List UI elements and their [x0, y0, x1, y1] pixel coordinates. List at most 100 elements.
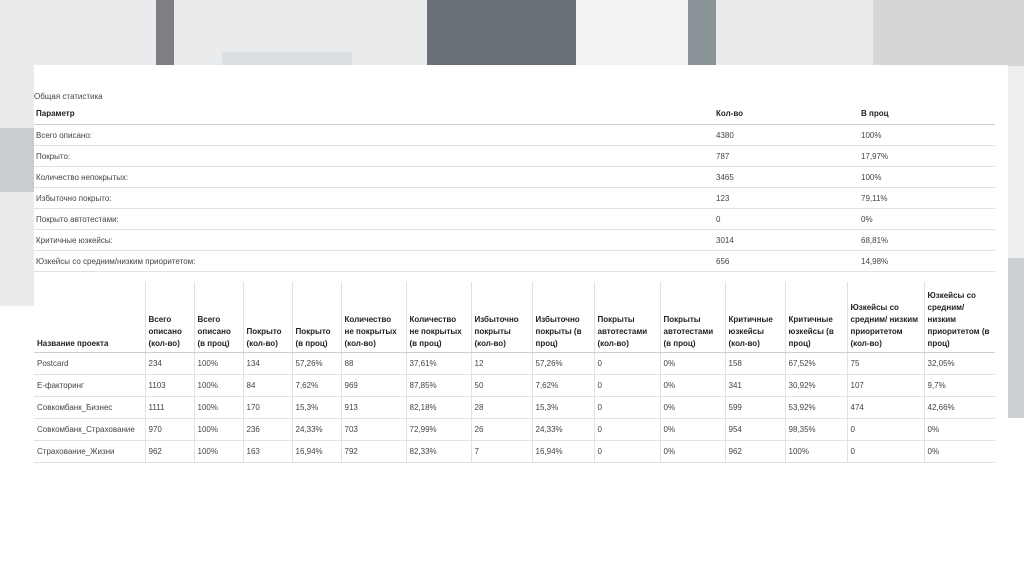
summary-stats-table: Параметр Кол-во В проц Всего описано: 438…	[34, 103, 995, 272]
table-cell: 82,33%	[405, 440, 471, 463]
table-cell: 100%	[859, 124, 995, 146]
table-cell: 3465	[714, 166, 859, 188]
table-row: Совкомбанк_Бизнес 1111 100% 170 15,3% 913 82,1…	[34, 396, 995, 419]
table-cell: 0%	[659, 396, 725, 419]
table-cell: 7,62%	[291, 374, 341, 397]
table-cell: 100%	[784, 440, 847, 463]
table-cell: 913	[340, 396, 406, 419]
report-sheet: Общая статистика Параметр Кол-во В проц …	[34, 65, 1008, 480]
background-block	[427, 0, 576, 66]
table-row: Покрыто автотестами: 0 0%	[34, 208, 995, 230]
table-cell: 79,11%	[859, 187, 995, 209]
table-cell: 57,26%	[291, 352, 341, 375]
table-cell: 82,18%	[405, 396, 471, 419]
table-cell: 53,92%	[784, 396, 847, 419]
column-header: Критичные юзкейсы (в проц)	[784, 282, 847, 353]
table-cell: 962	[144, 440, 194, 463]
table-cell: Избыточно покрыто:	[34, 187, 714, 209]
table-cell: 0%	[923, 418, 995, 441]
table-cell: 1103	[144, 374, 194, 397]
table-cell: Покрыто автотестами:	[34, 208, 714, 230]
table-cell: 0	[593, 418, 660, 441]
column-header: Всего описано (кол-во)	[144, 282, 194, 353]
table-cell: 16,94%	[531, 440, 594, 463]
table-cell: 599	[724, 396, 785, 419]
table-cell: 134	[242, 352, 292, 375]
table-cell: 87,85%	[405, 374, 471, 397]
table-cell: 67,52%	[784, 352, 847, 375]
table-cell: 72,99%	[405, 418, 471, 441]
table-cell: 100%	[193, 418, 243, 441]
background-block	[688, 0, 716, 66]
column-header: Параметр	[34, 103, 714, 125]
background-block	[156, 0, 174, 66]
table-cell: 88	[340, 352, 406, 375]
table-cell: 0	[593, 352, 660, 375]
background-block	[1008, 258, 1024, 418]
table-cell: 0	[593, 374, 660, 397]
table-row: Postcard 234 100% 134 57,26% 88 37,61% 12 57,26%…	[34, 352, 995, 375]
table-cell: 962	[724, 440, 785, 463]
table-cell: Всего описано:	[34, 124, 714, 146]
table-cell: 954	[724, 418, 785, 441]
background-block	[0, 128, 34, 192]
column-header: Юзкейсы со средним/ низким приоритетом (…	[846, 282, 924, 353]
table-cell: 0%	[659, 418, 725, 441]
table-cell: 15,3%	[291, 396, 341, 419]
table-cell: 98,35%	[784, 418, 847, 441]
table-row: E-факторинг 1103 100% 84 7,62% 969 87,85% 50 7,6…	[34, 374, 995, 397]
table-cell: Postcard	[34, 352, 145, 375]
table-cell: 703	[340, 418, 406, 441]
table-cell: 123	[714, 187, 859, 209]
table-cell: 0	[846, 440, 924, 463]
table-cell: 14,98%	[859, 250, 995, 272]
column-header: Покрыты автотестами (кол-во)	[593, 282, 660, 353]
table-cell: 0%	[923, 440, 995, 463]
table-cell: 7	[470, 440, 532, 463]
table-cell: Юзкейсы со средним/низким приоритетом:	[34, 250, 714, 272]
table-cell: 107	[846, 374, 924, 397]
table-cell: 26	[470, 418, 532, 441]
column-header: Количество не покрытых (кол-во)	[340, 282, 406, 353]
table-row: Совкомбанк_Страхование 970 100% 236 24,33% 70…	[34, 418, 995, 441]
table-cell: 17,97%	[859, 145, 995, 167]
table-cell: 16,94%	[291, 440, 341, 463]
projects-table: Название проекта Всего описано (кол-во) Вс…	[34, 282, 995, 463]
table-row: Критичные юзкейсы: 3014 68,81%	[34, 229, 995, 251]
column-header: Всего описано (в проц)	[193, 282, 243, 353]
table-cell: 100%	[193, 374, 243, 397]
table-cell: 24,33%	[291, 418, 341, 441]
column-header: Покрыто (кол-во)	[242, 282, 292, 353]
table-cell: 656	[714, 250, 859, 272]
column-header: Избыточно покрыты (кол-во)	[470, 282, 532, 353]
table-cell: 0%	[859, 208, 995, 230]
table-cell: 4380	[714, 124, 859, 146]
table-cell: 341	[724, 374, 785, 397]
table-caption: Общая статистика	[34, 92, 103, 101]
table-cell: 32,05%	[923, 352, 995, 375]
column-header: Покрыты автотестами (в проц)	[659, 282, 725, 353]
table-cell: Совкомбанк_Страхование	[34, 418, 145, 441]
table-cell: 970	[144, 418, 194, 441]
table-cell: 9,7%	[923, 374, 995, 397]
table-row: Страхование_Жизни 962 100% 163 16,94% 792 82,3…	[34, 440, 995, 463]
table-cell: 170	[242, 396, 292, 419]
table-cell: 50	[470, 374, 532, 397]
column-header: Юзкейсы со средним/ низким приоритетом (…	[923, 282, 995, 353]
table-cell: 75	[846, 352, 924, 375]
table-cell: 787	[714, 145, 859, 167]
background-block	[873, 0, 1024, 66]
column-header: В проц	[859, 103, 995, 125]
table-cell: 57,26%	[531, 352, 594, 375]
table-cell: 0	[846, 418, 924, 441]
table-cell: Страхование_Жизни	[34, 440, 145, 463]
table-cell: 84	[242, 374, 292, 397]
table-cell: 0%	[659, 374, 725, 397]
table-cell: 7,62%	[531, 374, 594, 397]
table-row: Покрыто: 787 17,97%	[34, 145, 995, 167]
table-cell: 12	[470, 352, 532, 375]
background-block	[576, 0, 688, 66]
table-cell: 100%	[193, 352, 243, 375]
table-cell: 0	[593, 440, 660, 463]
table-cell: 1111	[144, 396, 194, 419]
